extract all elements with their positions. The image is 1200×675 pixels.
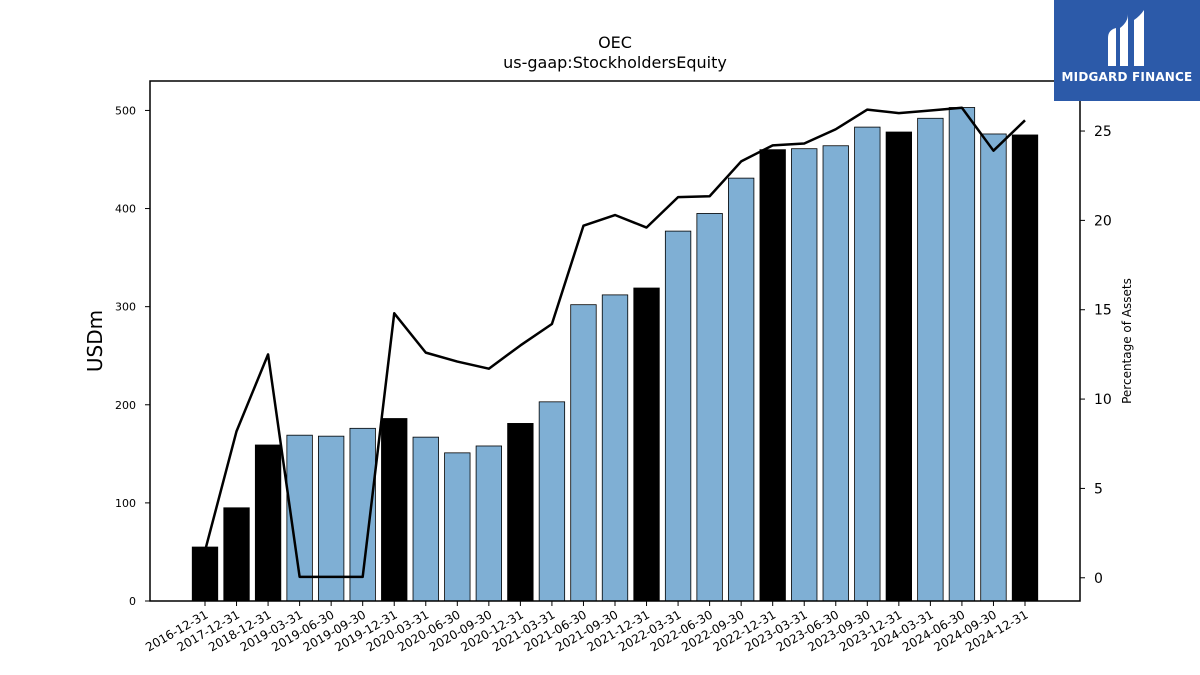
bar-2024-03-31: [917, 117, 944, 602]
brand-logo: MIDGARD FINANCE: [1054, 0, 1200, 101]
bar-2020-09-30: [475, 445, 503, 602]
bar-2021-03-31: [538, 401, 566, 602]
y2-tick-label: 5: [1094, 481, 1103, 497]
bar-2023-09-30: [854, 126, 881, 602]
bar-2023-03-31: [791, 148, 818, 602]
bar-2021-09-30: [601, 294, 629, 602]
bar-2019-12-31: [381, 418, 408, 602]
bar-2023-06-30: [822, 145, 849, 602]
bar-2021-12-31: [633, 287, 660, 602]
y-tick-label: 300: [115, 301, 136, 314]
bar-2022-12-31: [759, 149, 786, 602]
y2-tick-label: 20: [1094, 213, 1112, 229]
y-axis-label: USDm: [83, 310, 107, 372]
chart-title: OEC: [598, 33, 632, 52]
bar-2020-03-31: [412, 436, 439, 602]
y-tick-label: 100: [115, 497, 136, 510]
bar-2023-12-31: [885, 131, 912, 602]
bar-2021-06-30: [570, 304, 597, 602]
brand-name: MIDGARD FINANCE: [1061, 70, 1193, 84]
y-tick-label: 200: [115, 399, 136, 412]
y-tick-label: 500: [115, 104, 136, 117]
bar-2022-09-30: [728, 177, 755, 602]
midgard-logo-icon: [1108, 10, 1144, 66]
bar-2022-06-30: [696, 213, 723, 602]
bar-2019-06-30: [317, 435, 345, 602]
bar-2020-12-31: [507, 423, 534, 602]
bar-2024-12-31: [1011, 134, 1039, 602]
line-layer: [203, 106, 1026, 579]
bar-2022-03-31: [664, 230, 692, 602]
y2-tick-label: 15: [1094, 303, 1112, 319]
y-tick-label: 0: [129, 595, 136, 608]
y2-axis-label: Percentage of Assets: [1120, 278, 1134, 404]
bar-2024-09-30: [980, 133, 1007, 602]
y2-tick-label: 10: [1094, 392, 1112, 408]
chart-subtitle: us-gaap:StockholdersEquity: [503, 53, 727, 72]
bar-2017-12-31: [223, 507, 250, 602]
bars-layer: [191, 107, 1039, 602]
bar-2018-12-31: [254, 444, 282, 602]
bar-2024-06-30: [948, 107, 976, 602]
y2-tick-label: 0: [1094, 571, 1103, 587]
y2-tick-label: 25: [1094, 124, 1112, 140]
bar-2016-12-31: [191, 546, 219, 602]
percentage-of-assets-line: [203, 106, 1026, 579]
bar-2020-06-30: [444, 452, 471, 602]
y-tick-label: 400: [115, 203, 136, 216]
